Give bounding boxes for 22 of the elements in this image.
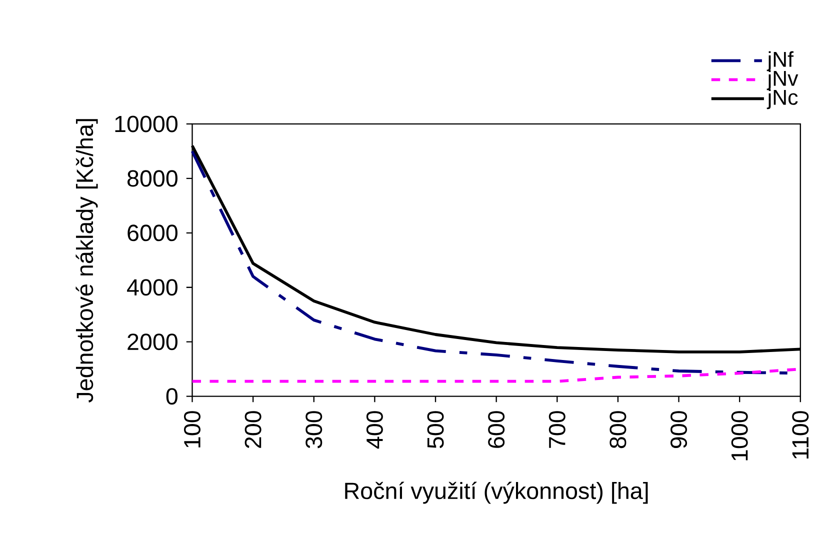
x-tick-label: 300 bbox=[306, 411, 322, 448]
x-tick-label: 900 bbox=[670, 411, 688, 448]
y-tick-label: 10000 bbox=[115, 116, 178, 132]
x-tick-label: 1000 bbox=[731, 411, 748, 460]
x-tick-label: 600 bbox=[488, 411, 505, 448]
y-tick-label: 8000 bbox=[127, 170, 178, 187]
x-tick-label: 400 bbox=[366, 411, 383, 449]
x-tick-label: 800 bbox=[610, 411, 626, 448]
y-tick-label: 6000 bbox=[128, 224, 178, 242]
x-axis-title: Roční využití (výkonnost) [ha] bbox=[345, 482, 648, 504]
legend-label: jNc bbox=[766, 89, 798, 110]
y-tick-label: 2000 bbox=[128, 334, 178, 350]
legend-label: jNf bbox=[766, 51, 794, 72]
x-tick-label: 500 bbox=[427, 411, 444, 448]
y-tick-label: 0 bbox=[166, 388, 178, 405]
x-tick-label: 700 bbox=[548, 411, 566, 448]
x-tick-label: 200 bbox=[244, 411, 262, 448]
y-tick-label: 4000 bbox=[127, 279, 178, 296]
x-tick-label: 100 bbox=[184, 411, 201, 448]
legend-label: jNv bbox=[766, 70, 798, 90]
x-tick-label: 1100 bbox=[792, 411, 809, 459]
y-axis-title: Jednotkové náklady [Kč/ha] bbox=[76, 119, 98, 403]
